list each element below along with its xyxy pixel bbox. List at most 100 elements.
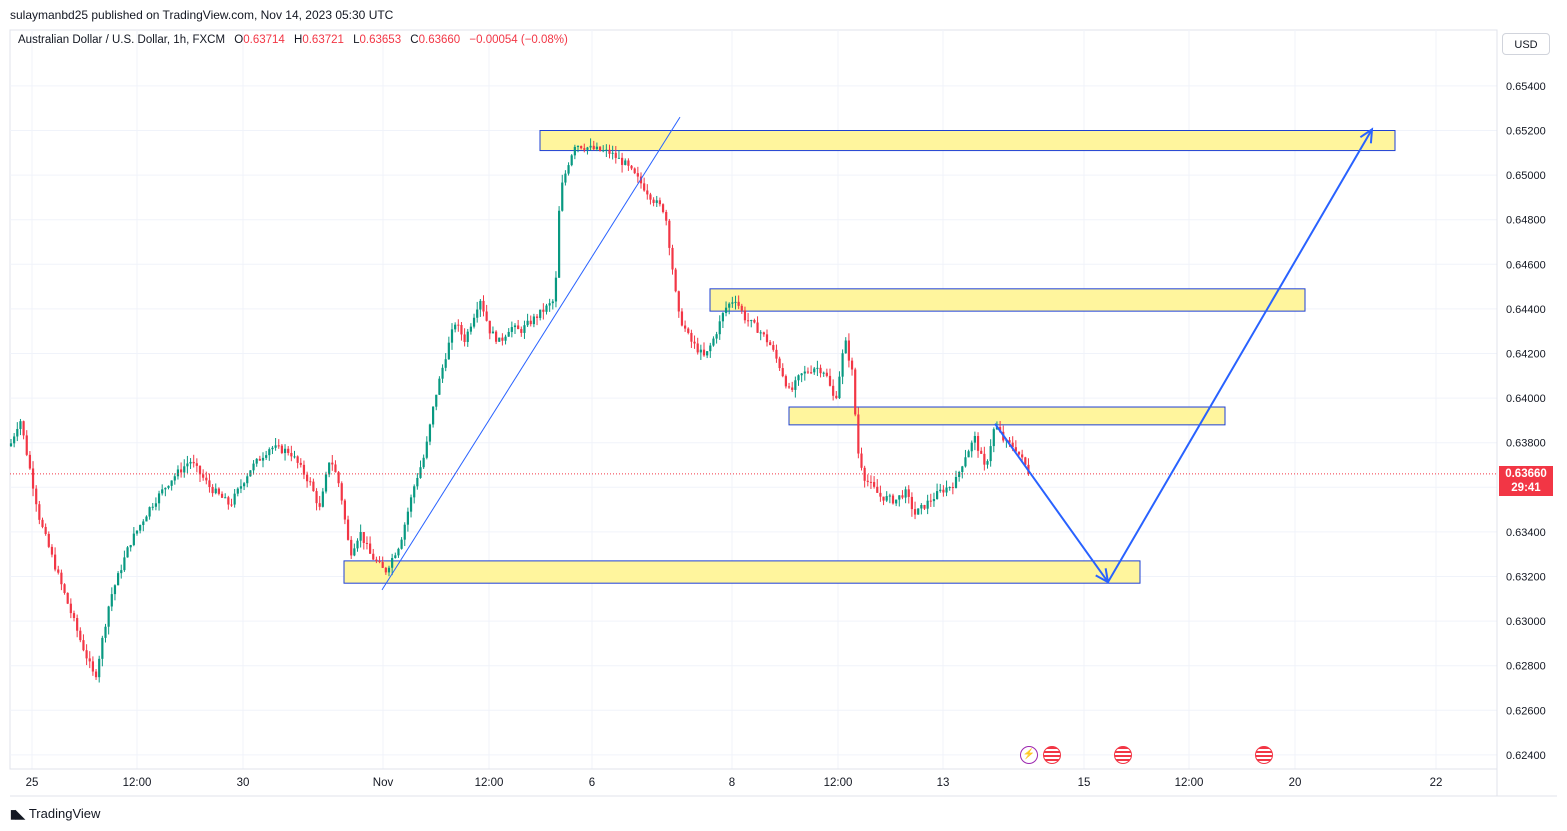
candle-body: [337, 472, 340, 484]
candle-body: [161, 489, 164, 494]
candle-body: [271, 447, 274, 450]
candle-body: [76, 617, 79, 631]
candle-body: [277, 445, 280, 447]
candle-body: [167, 485, 170, 488]
time-tick-label: 12:00: [475, 777, 504, 789]
candle-body: [299, 462, 302, 465]
candle-body: [31, 468, 35, 489]
candle-body: [891, 495, 895, 504]
candle-body: [356, 540, 359, 549]
candle-body: [948, 487, 951, 489]
candle-body: [822, 372, 825, 374]
candle-body: [558, 210, 561, 278]
candle-body: [674, 269, 677, 292]
last-price-value: 0.63660: [1505, 468, 1547, 480]
candle-body: [844, 340, 847, 354]
candle-body: [63, 584, 66, 593]
candle-body: [598, 146, 602, 151]
high-value: 0.63721: [302, 34, 344, 46]
candle-body: [551, 301, 554, 304]
candle-body: [41, 519, 44, 527]
candle-body: [614, 152, 617, 158]
candle-body: [416, 477, 419, 487]
candle-body: [715, 334, 718, 339]
time-tick-label: 6: [589, 777, 595, 789]
candle-body: [753, 320, 756, 323]
candle-body: [554, 277, 558, 302]
candle-body: [151, 506, 154, 508]
candle-body: [255, 458, 258, 464]
candle-body: [627, 160, 630, 166]
candle-body: [419, 467, 422, 478]
candle-body: [268, 449, 271, 456]
candle-body: [331, 462, 334, 465]
candle-body: [334, 464, 337, 473]
candle-body: [195, 463, 198, 466]
candle-body: [602, 150, 605, 152]
candle-body: [507, 331, 510, 337]
candle-body: [791, 387, 794, 390]
projection-path: [994, 128, 1373, 584]
candle-body: [917, 508, 920, 515]
price-tick-label: 0.62800: [1506, 661, 1546, 673]
candle-body: [876, 486, 879, 493]
candle-body: [655, 200, 658, 203]
candle-body: [529, 320, 532, 325]
candle-body: [765, 334, 769, 343]
candle-body: [425, 441, 428, 458]
candle-body: [72, 613, 76, 618]
candle-body: [274, 445, 277, 448]
candle-body: [747, 320, 750, 322]
candle-body: [992, 429, 995, 447]
candle-body: [772, 345, 775, 350]
open-value: 0.63714: [243, 34, 285, 46]
candle-body: [359, 532, 362, 541]
supply-demand-zone: [709, 288, 1306, 312]
chart-grid: [9, 29, 1498, 770]
candle-body: [365, 542, 369, 544]
arrow-head-down: [1095, 568, 1110, 584]
tradingview-brand[interactable]: ▮◣ TradingView: [10, 806, 100, 821]
candle-body: [873, 482, 876, 487]
candle-body: [542, 309, 545, 312]
flash-icon[interactable]: ⚡: [1020, 746, 1038, 764]
candle-body: [576, 146, 580, 148]
candle-body: [980, 450, 983, 454]
time-tick-label: 12:00: [1175, 777, 1204, 789]
candle-body: [476, 309, 479, 318]
candle-body: [989, 446, 992, 462]
candle-body: [787, 386, 791, 388]
candle-body: [397, 548, 400, 556]
candle-body: [488, 320, 491, 334]
candle-body: [832, 385, 835, 396]
candle-body: [932, 499, 936, 502]
candle-body: [457, 324, 460, 326]
candle-body: [1017, 451, 1021, 455]
candle-body: [907, 489, 910, 497]
candle-body: [592, 145, 595, 150]
candle-body: [643, 183, 646, 191]
candle-body: [239, 486, 243, 489]
candle-body: [28, 454, 31, 469]
candle-body: [728, 303, 731, 308]
us-flag-icon[interactable]: [1043, 746, 1061, 764]
candle-body: [321, 491, 324, 507]
candle-body: [684, 325, 687, 329]
currency-button[interactable]: USD: [1502, 33, 1550, 55]
candle-body: [630, 165, 633, 169]
time-tick-label: 13: [937, 777, 950, 789]
us-flag-icon[interactable]: [1255, 746, 1273, 764]
candle-body: [923, 504, 926, 509]
candle-body: [98, 658, 101, 678]
us-flag-icon[interactable]: [1114, 746, 1132, 764]
candle-body: [57, 569, 60, 573]
candle-body: [236, 488, 239, 494]
candle-body: [230, 504, 233, 506]
candle-body: [649, 194, 652, 200]
candle-body: [69, 603, 72, 614]
candle-body: [816, 367, 819, 369]
candle-body: [810, 372, 813, 374]
candle-body: [22, 421, 25, 436]
candle-body: [1024, 457, 1027, 465]
